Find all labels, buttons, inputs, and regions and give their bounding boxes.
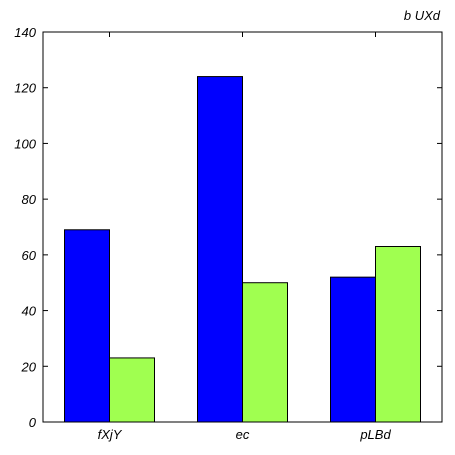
y-tick-label-120: 120 <box>14 81 36 96</box>
bar-series1-pLBd <box>330 276 376 423</box>
bar-series2-ec <box>242 282 288 423</box>
y-tick-label-140: 140 <box>14 25 36 40</box>
bar-series1-ec <box>197 76 243 423</box>
bar-series2-fXjY <box>109 357 155 423</box>
x-tick-label-pLBd: pLBd <box>359 427 391 442</box>
y-tick-label-80: 80 <box>22 192 37 207</box>
bar-series1-fXjY <box>64 229 110 423</box>
bars-layer <box>64 76 421 423</box>
axes-layer: fXjY ec pLBd 0 20 40 60 80 100 120 140 <box>14 25 442 442</box>
y-tick-label-0: 0 <box>29 415 37 430</box>
y-tick-label-40: 40 <box>22 304 37 319</box>
y-tick-label-20: 20 <box>21 359 37 374</box>
chart-title: b UXd <box>404 8 441 23</box>
bar-series2-pLBd <box>375 246 421 423</box>
y-tick-label-100: 100 <box>14 136 36 151</box>
x-tick-label-fXjY: fXjY <box>98 427 123 442</box>
x-tick-label-ec: ec <box>236 427 250 442</box>
y-tick-label-60: 60 <box>22 248 37 263</box>
